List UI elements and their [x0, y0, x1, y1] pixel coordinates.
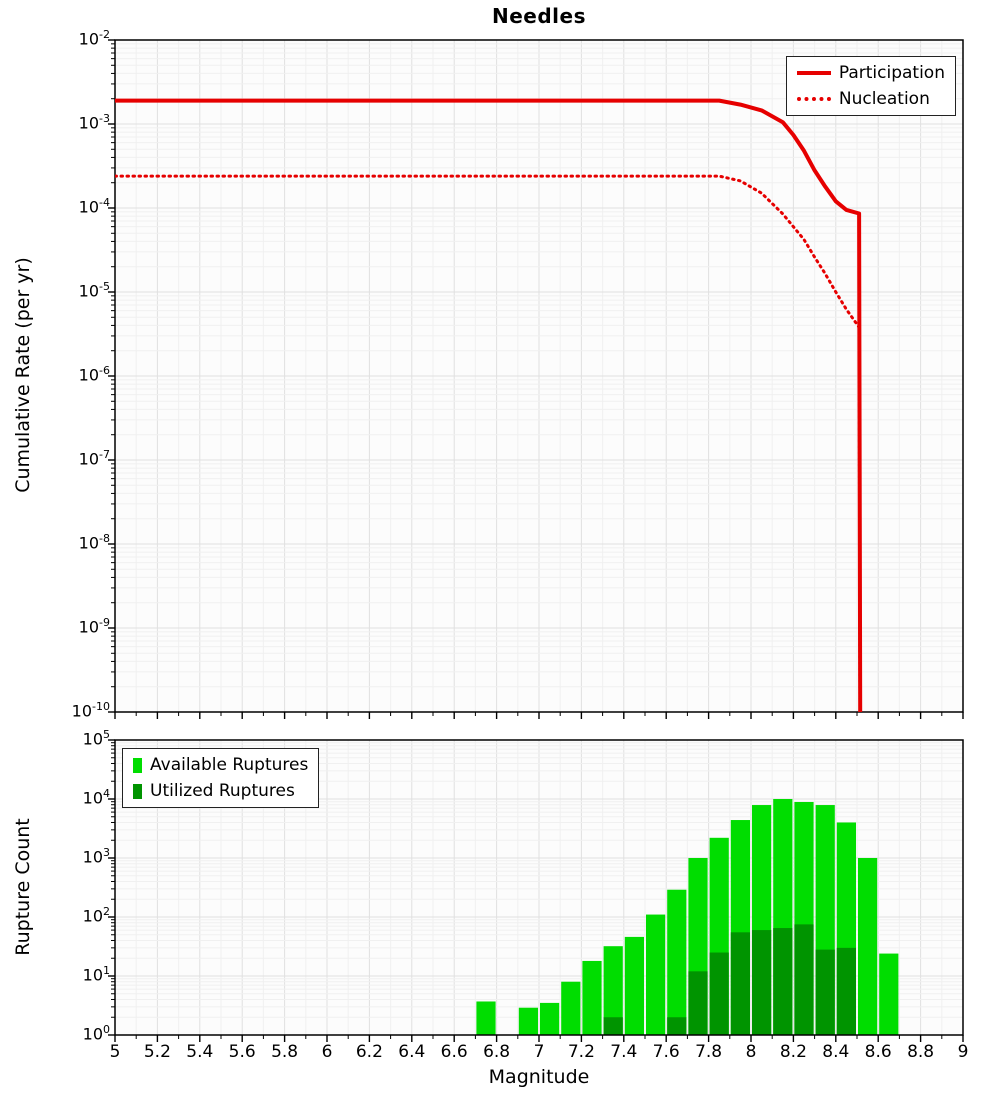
y-tick-label: 102	[82, 905, 110, 926]
x-tick-label: 5.8	[271, 1042, 299, 1062]
y-tick-label: 103	[82, 846, 110, 867]
x-tick-label: 8.2	[779, 1042, 807, 1062]
available-ruptures-swatch	[133, 757, 142, 773]
x-tick-label: 7.6	[652, 1042, 680, 1062]
participation-line-marker	[796, 71, 831, 75]
x-tick-label: 7	[533, 1042, 545, 1062]
x-tick-label: 5.2	[143, 1042, 171, 1062]
y-tick-label: 105	[82, 728, 110, 749]
x-tick-label: 8.4	[822, 1042, 850, 1062]
x-tick-label: 5.4	[186, 1042, 214, 1062]
x-tick-label: 8.8	[907, 1042, 935, 1062]
x-tick-label: 5	[109, 1042, 121, 1062]
chart-title: Needles	[491, 4, 586, 28]
y-tick-label: 10-7	[78, 448, 110, 469]
nucleation-legend-label: Nucleation	[838, 89, 930, 109]
utilized-ruptures-swatch	[133, 783, 142, 799]
utilized-ruptures-legend-label: Utilized Ruptures	[150, 781, 295, 801]
available-ruptures-legend-label: Available Ruptures	[150, 755, 309, 775]
y-tick-label: 10-6	[78, 364, 110, 385]
participation-legend-label: Participation	[838, 63, 945, 83]
x-tick-label: 7.8	[695, 1042, 723, 1062]
rate-chart-legend: Participation Nucleation	[785, 56, 956, 116]
y-tick-label: 104	[82, 787, 110, 808]
legend-item-available-ruptures: Available Ruptures	[133, 755, 308, 775]
y-tick-label: 10-2	[78, 28, 110, 49]
x-tick-label: 6	[321, 1042, 333, 1062]
x-tick-label: 8	[745, 1042, 757, 1062]
legend-item-utilized-ruptures: Utilized Ruptures	[133, 781, 308, 801]
x-tick-label: 9	[957, 1042, 969, 1062]
x-tick-label: 5.6	[228, 1042, 256, 1062]
nucleation-line-marker	[796, 97, 831, 101]
legend-item-nucleation: Nucleation	[796, 89, 945, 109]
x-axis-label: Magnitude	[488, 1066, 590, 1088]
x-tick-label: 6.6	[440, 1042, 468, 1062]
y-tick-label: 100	[82, 1023, 110, 1044]
x-tick-label: 7.2	[567, 1042, 595, 1062]
y-tick-label: 101	[82, 964, 110, 985]
x-tick-label: 6.2	[355, 1042, 383, 1062]
y-tick-label: 10-10	[71, 700, 110, 721]
y-tick-label: 10-5	[78, 280, 110, 301]
y-tick-label: 10-8	[78, 532, 110, 553]
x-tick-label: 7.4	[610, 1042, 638, 1062]
x-tick-label: 6.8	[483, 1042, 511, 1062]
x-tick-label: 8.6	[864, 1042, 892, 1062]
y-tick-label: 10-4	[78, 196, 110, 217]
rupture-count-legend: Available Ruptures Utilized Ruptures	[122, 748, 320, 808]
x-tick-label: 6.4	[398, 1042, 426, 1062]
legend-item-participation: Participation	[796, 63, 945, 83]
y-tick-label: 10-3	[78, 112, 110, 133]
y-tick-label: 10-9	[78, 616, 110, 637]
